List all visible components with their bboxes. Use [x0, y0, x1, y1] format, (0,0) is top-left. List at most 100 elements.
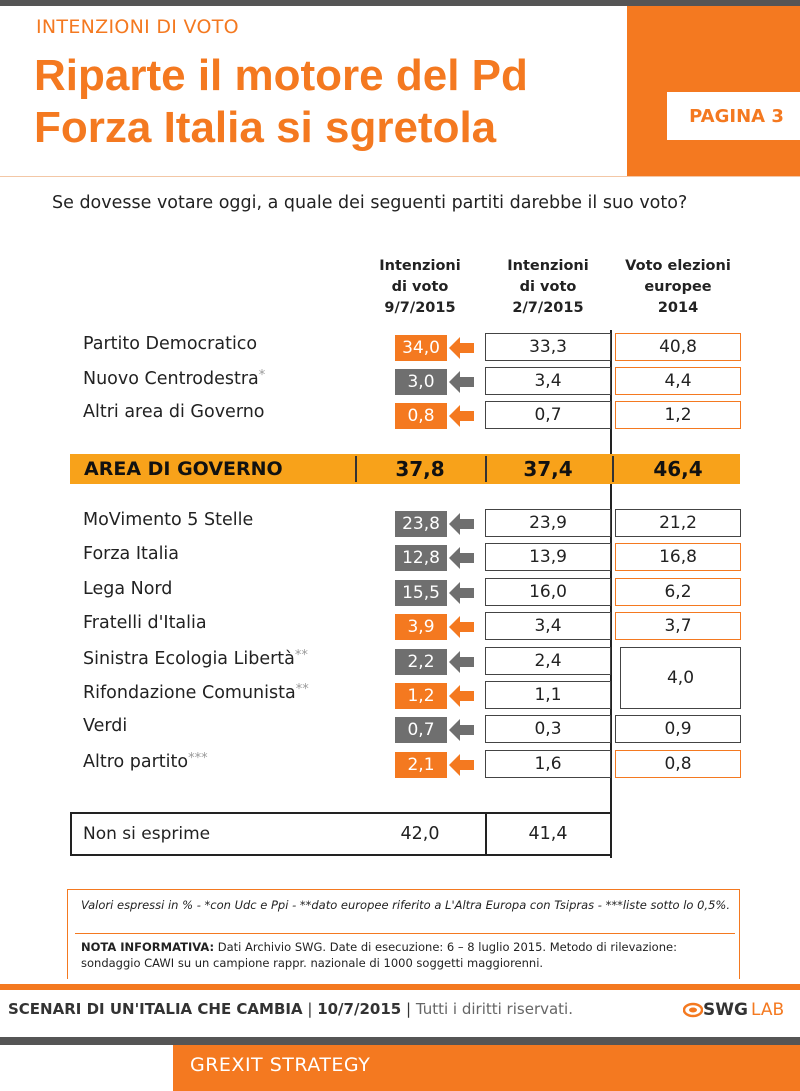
non-si-esprime-value-previous: 41,4 [528, 824, 568, 844]
footnote-marker: *** [188, 751, 208, 766]
party-label: Partito Democratico [83, 334, 257, 354]
footer-divider [0, 984, 800, 990]
europee-value-cell: 4,0 [620, 647, 741, 709]
next-section-label: GREXIT STRATEGY [190, 1054, 371, 1076]
page-label: PAGINA 3 [667, 92, 800, 140]
current-value-badge: 2,1 [395, 752, 447, 778]
current-value-badge: 34,0 [395, 335, 447, 361]
party-name: Sinistra Ecologia Libertà [83, 649, 295, 669]
previous-value-cell: 23,9 [485, 509, 611, 537]
previous-value-cell: 1,1 [485, 681, 611, 709]
europee-value-cell: 40,8 [615, 333, 741, 361]
party-label: Altro partito*** [83, 751, 208, 772]
area-governo-row [70, 454, 740, 484]
party-label: Nuovo Centrodestra* [83, 368, 265, 389]
top-bar [0, 0, 800, 6]
footer-separator: | [302, 1000, 318, 1018]
section-kicker: INTENZIONI DI VOTO [36, 16, 239, 38]
current-value-badge: 23,8 [395, 511, 447, 537]
previous-value-cell: 13,9 [485, 543, 611, 571]
party-label: Fratelli d'Italia [83, 613, 207, 633]
party-name: Fratelli d'Italia [83, 613, 207, 633]
party-name: Altro partito [83, 752, 189, 772]
previous-value-cell: 3,4 [485, 612, 611, 640]
europee-value-cell: 3,7 [615, 612, 741, 640]
europee-value-cell: 21,2 [615, 509, 741, 537]
current-value-badge: 0,8 [395, 403, 447, 429]
previous-value-cell: 3,4 [485, 367, 611, 395]
current-value-badge: 0,7 [395, 717, 447, 743]
footer-rights: Tutti i diritti riservati. [415, 1000, 573, 1018]
arrow-left-grey-icon [449, 371, 474, 393]
swg-logo: SWG LAB [683, 1000, 784, 1020]
column-header-europee: Voto elezioni europee 2014 [615, 256, 741, 319]
area-separator [485, 456, 487, 482]
party-name: Lega Nord [83, 579, 173, 599]
non-si-esprime-value-current: 42,0 [400, 824, 440, 844]
footnote-marker: * [258, 368, 266, 383]
previous-value-cell: 0,7 [485, 401, 611, 429]
party-name: Rifondazione Comunista [83, 683, 296, 703]
europee-value-cell: 6,2 [615, 578, 741, 606]
column-header-line: 2014 [657, 300, 699, 316]
survey-question: Se dovesse votare oggi, a quale dei segu… [52, 193, 688, 213]
non-si-esprime-divider [485, 812, 487, 856]
column-divider-line [610, 330, 612, 858]
party-label: Lega Nord [83, 579, 172, 599]
title-line-1: Riparte il motore del Pd [34, 51, 528, 100]
arrow-left-grey-icon [449, 651, 474, 673]
column-header-current: Intenzioni di voto 9/7/2015 [365, 256, 475, 319]
column-header-line: di voto [519, 279, 577, 295]
arrow-left-grey-icon [449, 513, 474, 535]
area-governo-label: AREA DI GOVERNO [84, 458, 283, 480]
europee-value-cell: 0,9 [615, 715, 741, 743]
area-governo-value-europee: 46,4 [653, 457, 703, 481]
bottom-orange-bar [173, 1045, 800, 1091]
party-name: Forza Italia [83, 544, 180, 564]
current-value-badge: 15,5 [395, 580, 447, 606]
footer-separator: | [401, 1000, 416, 1018]
column-header-line: europee [644, 279, 712, 295]
footnote-marker: ** [295, 682, 309, 697]
previous-value-cell: 2,4 [485, 647, 611, 675]
previous-value-cell: 1,6 [485, 750, 611, 778]
party-label: Rifondazione Comunista** [83, 682, 309, 703]
party-name: Partito Democratico [83, 334, 258, 354]
header-divider [0, 176, 800, 177]
europee-value-cell: 16,8 [615, 543, 741, 571]
title-line-2: Forza Italia si sgretola [34, 103, 497, 152]
arrow-left-orange-icon [449, 337, 474, 359]
party-name: Nuovo Centrodestra [83, 369, 259, 389]
footer-date: 10/7/2015 [317, 1000, 402, 1018]
info-note-label: NOTA INFORMATIVA: [81, 940, 215, 954]
arrow-left-grey-icon [449, 547, 474, 569]
notes-divider [75, 933, 735, 934]
europee-value-cell: 0,8 [615, 750, 741, 778]
column-header-line: Intenzioni [507, 258, 589, 274]
area-governo-value-previous: 37,4 [523, 457, 573, 481]
swg-swirl-icon [683, 1002, 703, 1018]
header-orange-block [627, 6, 800, 176]
footer-text: SCENARI DI UN'ITALIA CHE CAMBIA | 10/7/2… [8, 1000, 573, 1018]
party-label: Sinistra Ecologia Libertà** [83, 648, 308, 669]
non-si-esprime-box [70, 812, 612, 856]
current-value-badge: 12,8 [395, 545, 447, 571]
column-header-line: 9/7/2015 [384, 300, 456, 316]
party-name: MoVimento 5 Stelle [83, 510, 254, 530]
column-header-previous: Intenzioni di voto 2/7/2015 [488, 256, 608, 319]
current-value-badge: 1,2 [395, 683, 447, 709]
europee-value-cell: 1,2 [615, 401, 741, 429]
area-separator [355, 456, 357, 482]
footer-series: SCENARI DI UN'ITALIA CHE CAMBIA [8, 1000, 303, 1018]
column-header-line: Intenzioni [379, 258, 461, 274]
party-label: Verdi [83, 716, 127, 736]
previous-value-cell: 33,3 [485, 333, 611, 361]
notes-box [67, 889, 740, 979]
europee-value-cell: 4,4 [615, 367, 741, 395]
party-label: Forza Italia [83, 544, 179, 564]
page-title: Riparte il motore del Pd Forza Italia si… [34, 50, 528, 154]
column-header-line: Voto elezioni [625, 258, 731, 274]
party-label: Altri area di Governo [83, 402, 265, 422]
previous-value-cell: 16,0 [485, 578, 611, 606]
column-header-line: di voto [391, 279, 449, 295]
